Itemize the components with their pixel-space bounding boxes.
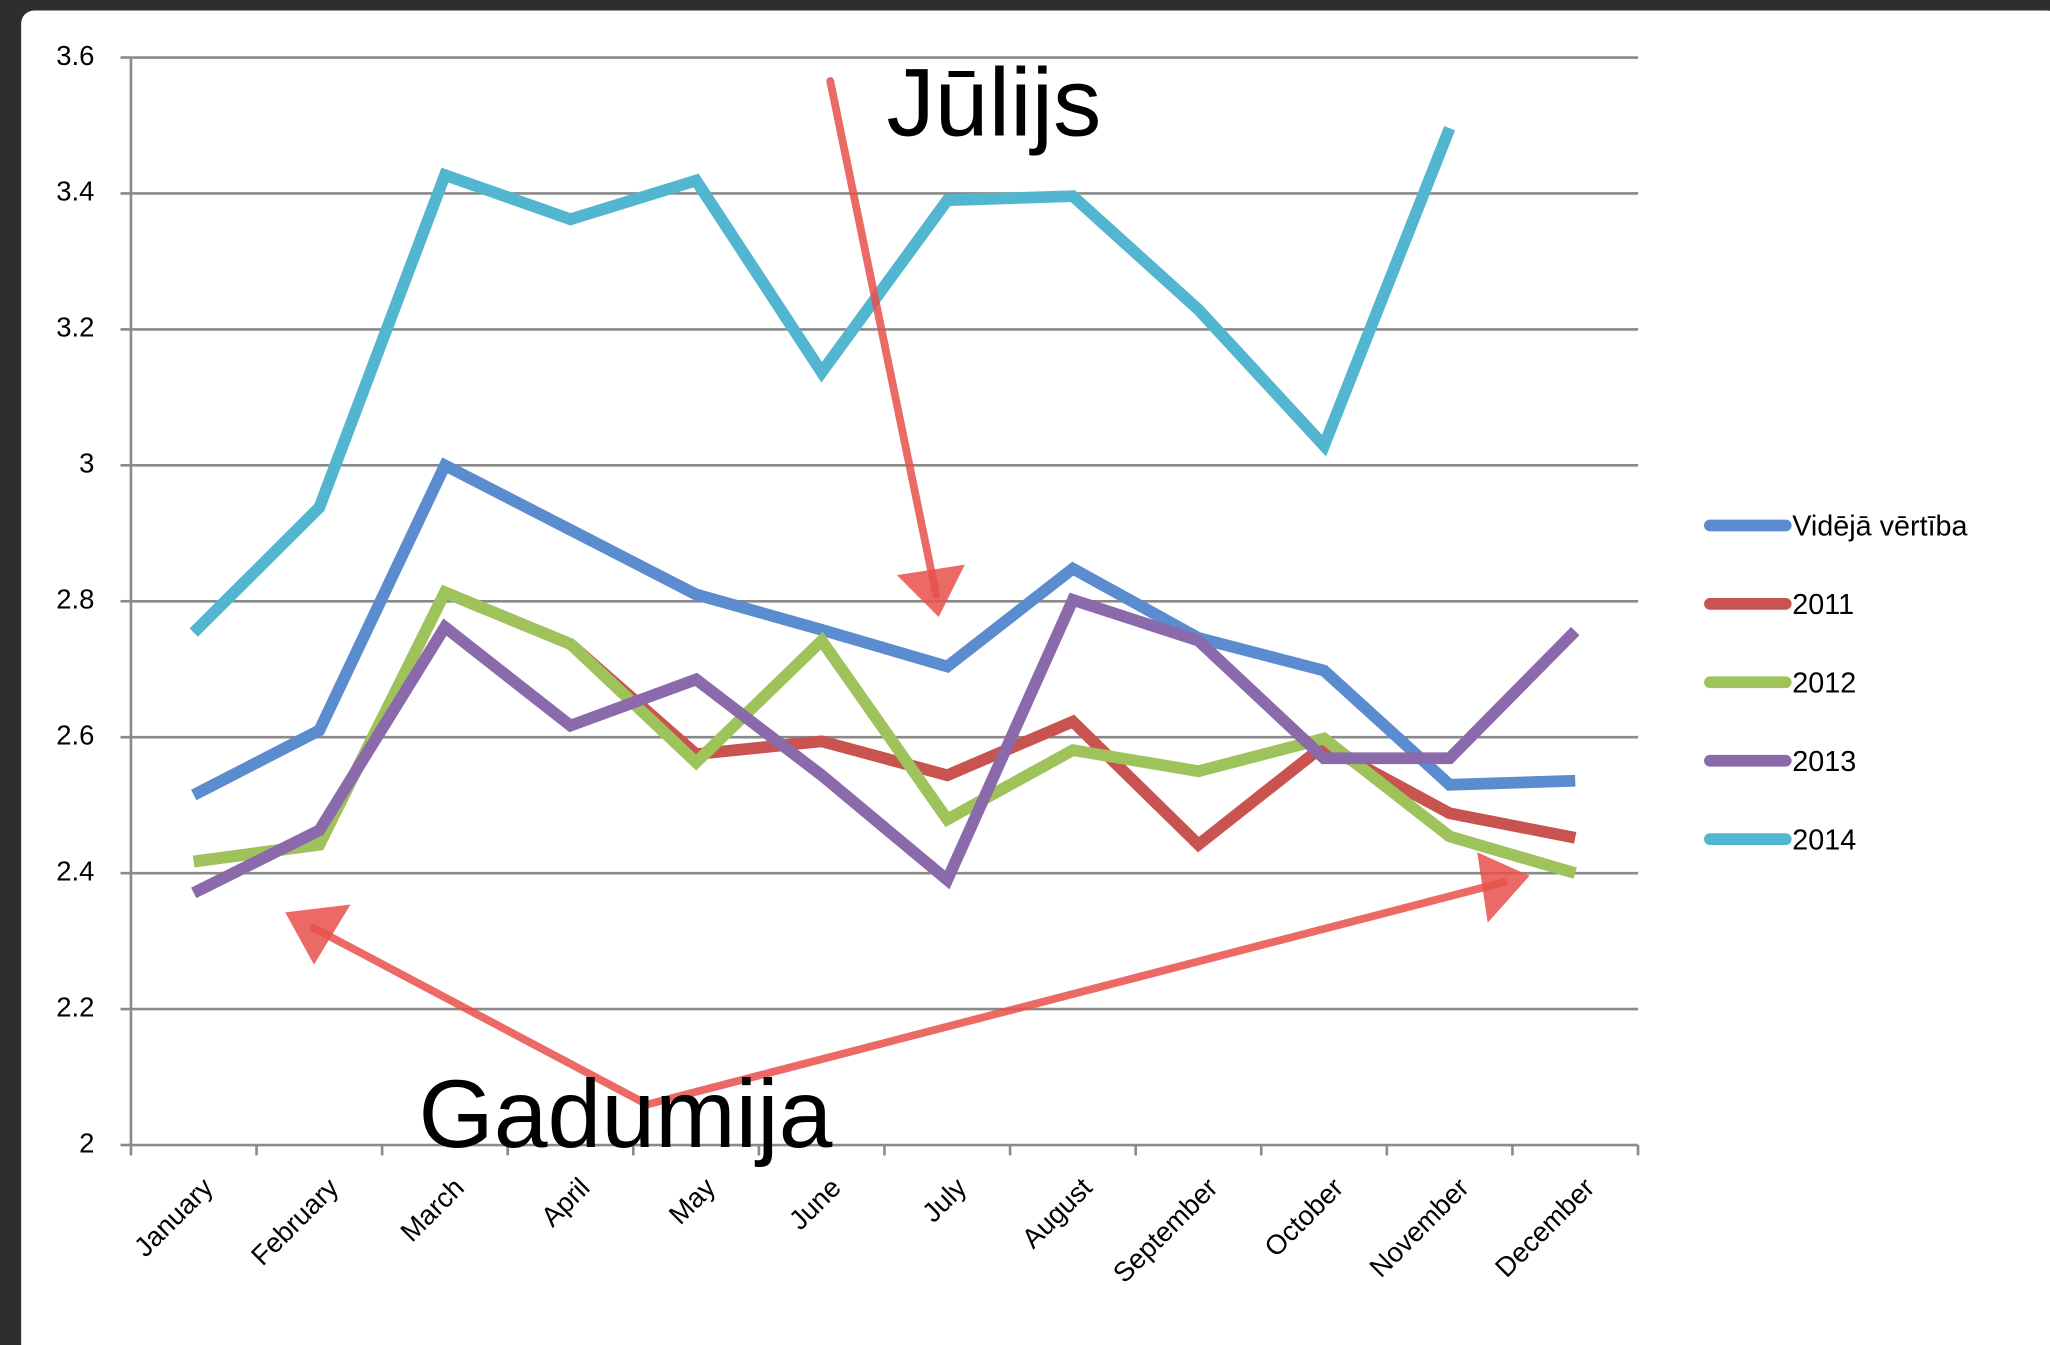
y-tick-label: 3.6 xyxy=(56,40,94,71)
series-line xyxy=(189,126,1456,637)
y-tick-label: 2 xyxy=(79,1127,94,1158)
y-tick-label: 2.2 xyxy=(56,991,94,1022)
arrowhead xyxy=(1477,852,1530,923)
annotation: Gadumija xyxy=(419,1060,833,1168)
legend: Vidējā vērtība 2011 2012 2013 2014 xyxy=(1704,511,1968,856)
annotation: Jūlijs xyxy=(886,48,1101,156)
arrowhead xyxy=(285,904,351,965)
y-tick-label: 2.8 xyxy=(56,584,94,615)
series-line xyxy=(191,457,1576,801)
legend-label: 2011 xyxy=(1792,589,1854,621)
legend-label: 2013 xyxy=(1792,746,1856,778)
y-tick-label: 2.6 xyxy=(56,719,94,750)
y-tick-label: 3.2 xyxy=(56,312,94,343)
arrowhead xyxy=(896,564,965,617)
legend-label: 2014 xyxy=(1792,824,1856,856)
y-tick-label: 3 xyxy=(79,448,94,479)
series-line xyxy=(191,592,1580,899)
arrow xyxy=(826,77,941,599)
legend-label: Vidējā vērtība xyxy=(1792,511,1967,543)
arrow xyxy=(643,878,1508,1109)
arrow xyxy=(310,924,652,1109)
y-tick-label: 3.4 xyxy=(56,176,94,207)
legend-label: 2012 xyxy=(1792,668,1856,700)
arrowheads xyxy=(285,564,1530,965)
y-tick-label: 2.4 xyxy=(56,855,94,886)
arrows xyxy=(310,77,1508,1109)
lines xyxy=(189,126,1580,899)
